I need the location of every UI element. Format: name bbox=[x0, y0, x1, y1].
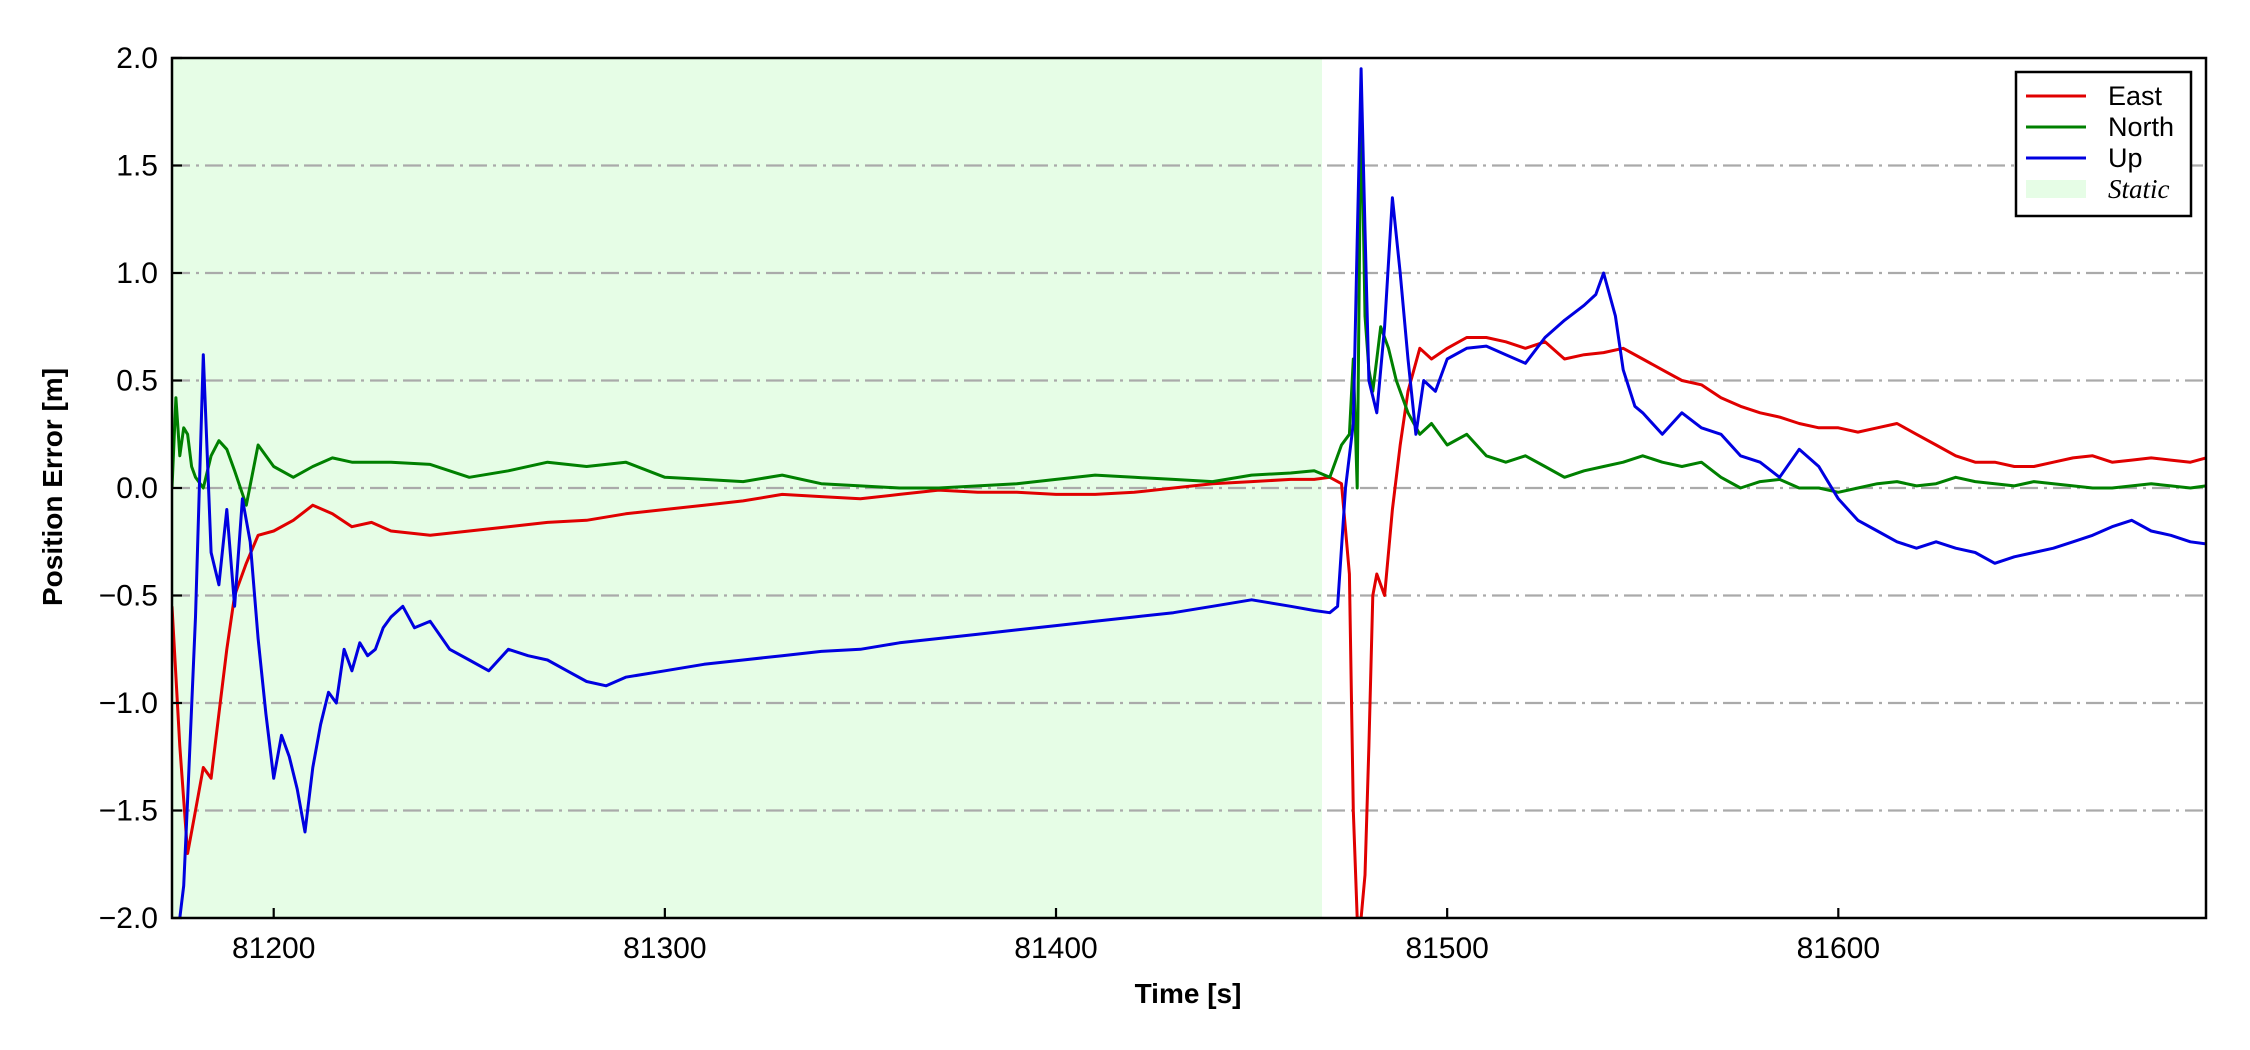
series-layer bbox=[172, 67, 2206, 918]
series-line-east bbox=[172, 336, 2206, 918]
y-tick-label: −0.5 bbox=[99, 580, 158, 613]
grid-lines bbox=[172, 164, 2206, 812]
x-axis-label: Time [s] bbox=[1135, 978, 1242, 1009]
y-tick-label: 0.5 bbox=[116, 365, 158, 398]
y-tick-label: 0.0 bbox=[116, 472, 158, 505]
x-tick-label: 81200 bbox=[232, 932, 315, 965]
y-tick-label: 1.5 bbox=[116, 150, 158, 183]
axes: 2.0 1.5 1.0 0.5 0.0 −0.5 −1.0 −1.5 −2.0 81200 8130… bbox=[99, 42, 2208, 965]
series-line-up bbox=[178, 67, 2206, 918]
legend-label-up: Up bbox=[2108, 143, 2143, 173]
y-axis-label: Position Error [m] bbox=[37, 368, 68, 606]
x-tick-label: 81600 bbox=[1797, 932, 1880, 965]
y-tick-label: −2.0 bbox=[99, 902, 158, 935]
legend-swatch-static bbox=[2026, 180, 2086, 198]
legend-label-static: Static bbox=[2108, 174, 2170, 204]
x-tick-label: 81300 bbox=[623, 932, 706, 965]
x-tick-label: 81400 bbox=[1014, 932, 1097, 965]
y-tick-label: −1.5 bbox=[99, 795, 158, 828]
y-tick-label: −1.0 bbox=[99, 687, 158, 720]
y-tick-label: 1.0 bbox=[116, 257, 158, 290]
x-tick-label: 81500 bbox=[1405, 932, 1488, 965]
legend-label-north: North bbox=[2108, 112, 2174, 142]
legend-label-east: East bbox=[2108, 81, 2163, 111]
y-tick-label: 2.0 bbox=[116, 42, 158, 75]
